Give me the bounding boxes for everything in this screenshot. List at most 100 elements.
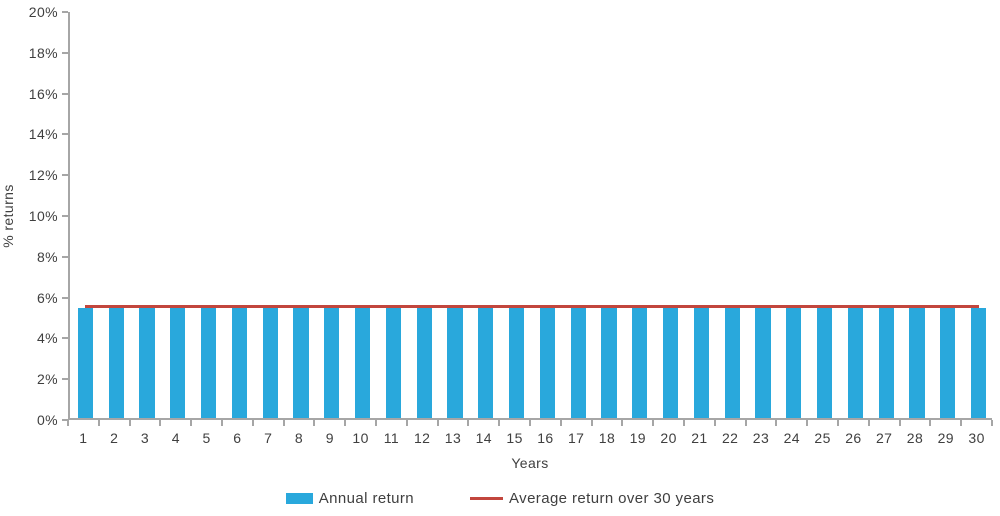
x-tick-mark	[221, 420, 223, 426]
y-tick-mark	[62, 11, 68, 13]
x-tick-mark	[991, 420, 993, 426]
bar	[77, 307, 94, 418]
x-tick-label: 13	[444, 430, 462, 446]
x-tick-label: 30	[968, 430, 985, 446]
x-tick-mark	[436, 420, 439, 426]
bar	[385, 307, 402, 418]
x-tick-mark	[621, 420, 624, 426]
bar	[539, 307, 556, 418]
y-tick-label: 10%	[28, 208, 58, 224]
x-tick-label: 23	[752, 430, 770, 446]
y-tick-mark	[62, 51, 68, 54]
x-tick-label: 6	[233, 430, 242, 446]
y-tick-mark	[62, 378, 68, 381]
x-tick-label: 18	[598, 430, 616, 446]
x-tick-label: 22	[722, 430, 739, 446]
x-tick-label: 7	[264, 430, 273, 446]
y-tick-mark	[62, 92, 68, 95]
bar	[940, 307, 956, 418]
x-tick-label: 29	[937, 430, 954, 446]
x-tick-label: 3	[140, 430, 150, 446]
x-tick-mark	[590, 420, 593, 426]
x-tick-mark	[467, 420, 470, 426]
x-tick-label: 26	[845, 430, 862, 446]
x-tick-mark	[529, 420, 531, 426]
bar	[662, 307, 679, 418]
bar	[970, 307, 987, 418]
x-tick-mark	[159, 420, 162, 426]
y-tick-label: 18%	[28, 44, 58, 61]
bar	[108, 307, 124, 418]
bar	[447, 307, 463, 418]
y-tick-label: 0%	[36, 412, 58, 428]
y-tick-label: 6%	[36, 289, 58, 306]
x-tick-mark	[97, 420, 100, 426]
bar	[170, 307, 186, 418]
bar	[231, 307, 248, 418]
x-tick-mark	[744, 420, 747, 426]
x-tick-mark	[559, 420, 562, 426]
legend: Annual return Average return over 30 yea…	[0, 490, 1000, 507]
x-tick-label: 15	[506, 430, 523, 446]
x-tick-label: 20	[660, 430, 677, 446]
x-tick-label: 25	[814, 430, 831, 446]
bar	[478, 307, 494, 418]
plot-area	[68, 12, 992, 420]
bar	[262, 307, 278, 418]
y-tick-label: 14%	[28, 126, 58, 143]
bar	[816, 307, 833, 418]
x-tick-label: 10	[352, 430, 369, 446]
y-tick-label: 12%	[28, 167, 58, 184]
x-tick-label: 5	[202, 430, 211, 446]
y-tick-mark	[62, 215, 68, 217]
x-tick-label: 27	[876, 430, 893, 446]
y-tick-label: 20%	[28, 4, 58, 20]
bar	[847, 307, 864, 418]
x-tick-label: 4	[171, 430, 180, 446]
x-tick-mark	[806, 420, 809, 426]
x-tick-label: 2	[110, 430, 119, 446]
x-tick-label: 11	[383, 430, 400, 446]
y-tick-mark	[62, 133, 68, 136]
bar	[786, 307, 802, 418]
bar	[632, 307, 648, 418]
y-tick-label: 16%	[28, 85, 58, 102]
x-tick-mark	[498, 420, 501, 426]
x-tick-label: 19	[629, 430, 646, 446]
bar	[200, 307, 217, 418]
x-tick-label: 17	[568, 430, 585, 446]
x-tick-mark	[929, 420, 932, 426]
x-tick-mark	[251, 420, 254, 426]
x-tick-mark	[282, 420, 285, 426]
y-tick-mark	[62, 255, 68, 258]
x-tick-mark	[405, 420, 408, 426]
x-tick-mark	[683, 420, 685, 426]
line-swatch-icon	[470, 497, 504, 500]
y-tick-mark	[62, 419, 68, 421]
y-tick-label: 2%	[36, 371, 58, 388]
x-tick-label: 21	[691, 430, 708, 446]
x-tick-mark	[867, 420, 870, 426]
x-tick-label: 14	[475, 430, 492, 446]
y-tick-mark	[62, 174, 68, 177]
bar-swatch-icon	[285, 493, 313, 504]
x-tick-mark	[960, 420, 963, 426]
x-tick-label: 28	[906, 430, 924, 446]
x-tick-label: 16	[537, 430, 554, 446]
bar	[508, 307, 525, 418]
legend-label-average-return: Average return over 30 years	[509, 490, 715, 507]
legend-label-annual-return: Annual return	[318, 490, 415, 507]
x-tick-mark	[652, 420, 655, 426]
y-tick-label: 4%	[36, 330, 58, 347]
x-tick-label: 8	[294, 430, 304, 446]
bar	[293, 307, 309, 418]
x-tick-label: 1	[79, 430, 88, 446]
x-axis-title: Years	[511, 455, 549, 471]
bar	[693, 307, 710, 418]
y-tick-mark	[62, 337, 68, 340]
x-tick-label: 9	[325, 430, 334, 446]
x-tick-mark	[375, 420, 377, 426]
y-tick-label: 8%	[36, 248, 58, 265]
legend-item-annual-return: Annual return	[285, 490, 415, 507]
